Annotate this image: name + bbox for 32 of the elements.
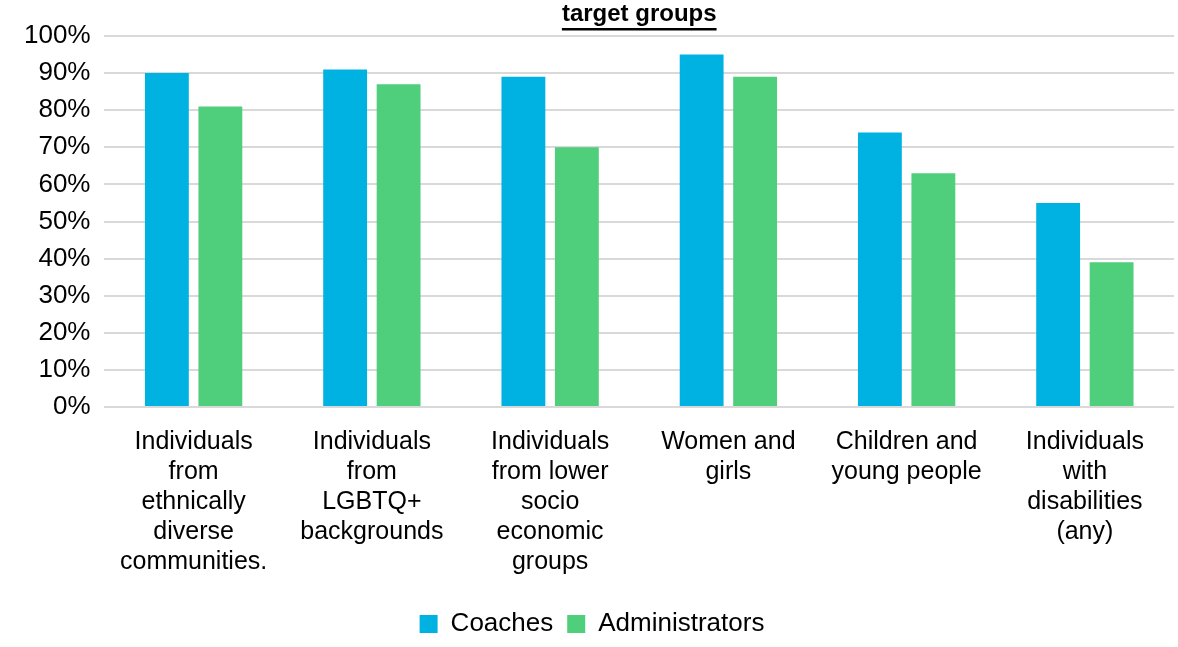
y-tick-label: 100% [24,19,91,50]
y-tick-label: 90% [38,56,91,87]
y-tick-label: 0% [52,390,91,421]
bar [911,173,956,406]
bar [1089,262,1134,406]
x-tick-label: Individuals from LGBTQ+ backgrounds [300,425,444,544]
bar [679,54,724,406]
y-tick-label: 30% [38,278,91,309]
y-tick-label: 60% [38,167,91,198]
x-tick-label: Individuals from ethnically diverse communities. [119,425,268,574]
y-tick-label: 70% [38,130,91,161]
bar [501,76,546,406]
bar [1036,202,1081,406]
y-tick-label: 50% [38,204,91,235]
x-tick-label: Individuals from lower socio economic groups [491,425,610,574]
x-tick-label: Children and young people [831,425,982,484]
legend-label: Administrators [598,607,765,638]
bar [323,69,368,406]
legend-label: Coaches [450,607,554,638]
y-tick-label: 80% [38,93,91,124]
bar [554,147,599,406]
chart-title: target groups [561,0,717,26]
x-tick-label: Women and girls [661,425,796,484]
bar [857,132,902,406]
y-tick-label: 40% [38,241,91,272]
x-tick-label: Individuals with disabilities (any) [1025,425,1144,544]
bar [733,76,778,406]
bar [198,106,243,406]
bar [144,73,189,406]
y-tick-label: 20% [38,315,91,346]
bar [376,84,421,406]
y-tick-label: 10% [38,353,91,384]
